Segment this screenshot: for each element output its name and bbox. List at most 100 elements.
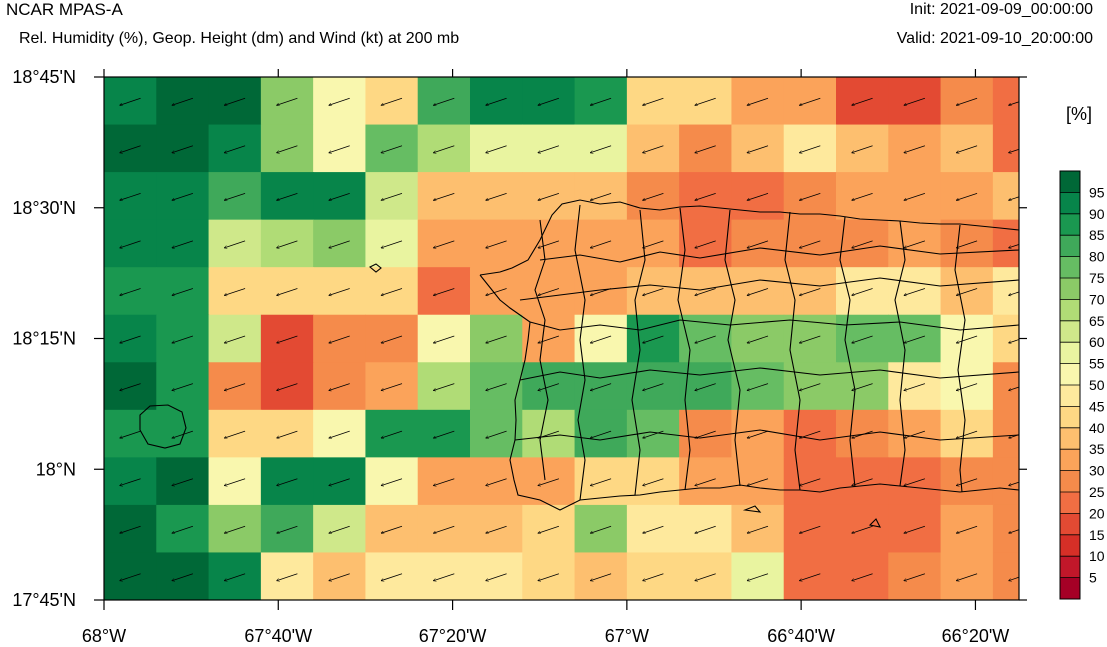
wind-arrow (224, 288, 246, 296)
wind-arrow (329, 145, 350, 153)
wind-arrow (904, 240, 926, 248)
humidity-cell (313, 504, 367, 554)
humidity-cell (783, 457, 837, 506)
wind-arrow (747, 525, 769, 533)
wind-arrow (224, 193, 246, 200)
wind-arrow (590, 525, 612, 533)
wind-arrow (277, 573, 298, 581)
humidity-cell (626, 504, 680, 554)
humidity-cell (156, 172, 210, 221)
wind-arrow (329, 478, 350, 486)
humidity-cell (365, 267, 419, 316)
colorbar-label: 35 (1089, 441, 1105, 457)
wind-arrow (120, 525, 141, 533)
humidity-cell (992, 409, 1019, 458)
wind-arrow (695, 383, 716, 391)
humidity-cell (417, 552, 471, 600)
wind-arrow (538, 145, 560, 153)
humidity-cell (888, 362, 942, 411)
wind-arrow (590, 288, 612, 296)
wind-arrow (433, 193, 455, 200)
humidity-cell (260, 409, 314, 458)
humidity-cell (992, 314, 1019, 363)
humidity-cell (522, 124, 576, 173)
wind-arrow (172, 240, 194, 248)
wind-arrow (120, 145, 141, 153)
humidity-cell (836, 314, 889, 363)
wind-arrow (277, 97, 298, 105)
humidity-cell (313, 172, 367, 221)
wind-arrow (747, 383, 769, 391)
wind-arrow (747, 240, 769, 248)
humidity-cell (940, 552, 994, 600)
humidity-cell (731, 314, 785, 363)
wind-arrow (1009, 434, 1019, 438)
wind-arrow (643, 240, 664, 248)
humidity-cell (417, 409, 471, 458)
y-tick-label: 18°45'N (12, 67, 76, 87)
wind-arrow (486, 335, 507, 343)
humidity-cells (104, 77, 1019, 600)
wind-arrow (277, 240, 298, 248)
wind-arrow (1009, 386, 1019, 391)
wind-arrow (643, 97, 664, 105)
wind-arrow (277, 193, 298, 200)
colorbar-label: 5 (1089, 570, 1097, 586)
humidity-cell (313, 409, 367, 458)
wind-arrow (590, 193, 612, 200)
y-axis: 18°45'N 18°30'N 18°15'N 18°N 17°45'N (12, 67, 1027, 610)
humidity-cell (104, 552, 157, 600)
humidity-cell (365, 314, 419, 363)
y-tick-label: 18°30'N (12, 198, 76, 218)
wind-arrow (433, 240, 455, 248)
humidity-cell (365, 77, 419, 126)
humidity-cell (626, 77, 680, 126)
humidity-cell (626, 124, 680, 173)
wind-arrow (590, 240, 612, 248)
wind-arrow (1009, 101, 1019, 105)
humidity-cell (731, 172, 785, 221)
humidity-cell (731, 457, 785, 506)
wind-arrow (172, 478, 194, 486)
wind-arrow (1009, 196, 1019, 200)
humidity-cell (626, 552, 680, 600)
wind-arrow (956, 288, 978, 296)
wind-arrow (852, 97, 873, 105)
wind-arrow (433, 383, 455, 391)
humidity-cell (156, 77, 210, 126)
wind-arrow (695, 573, 716, 581)
wind-arrow (904, 335, 926, 343)
humidity-cell (574, 314, 628, 363)
wind-arrow (695, 430, 716, 438)
humidity-cell (365, 504, 419, 554)
wind-arrow (904, 145, 926, 153)
colorbar-swatch (1060, 213, 1080, 236)
wind-arrow (172, 383, 194, 391)
wind-arrow (329, 240, 350, 248)
humidity-cell (156, 124, 210, 173)
humidity-cell (470, 314, 523, 363)
colorbar-swatch (1060, 363, 1080, 386)
humidity-cell (679, 504, 733, 554)
colorbar-label: 30 (1089, 463, 1105, 479)
wind-arrow (695, 240, 716, 248)
wind-arrow (799, 525, 821, 533)
wind-arrow (381, 240, 403, 248)
humidity-cell (208, 124, 262, 173)
humidity-cell (522, 172, 576, 221)
humidity-cell (731, 267, 785, 316)
humidity-cell (470, 457, 523, 506)
wind-arrow (799, 288, 821, 296)
humidity-cell (836, 362, 889, 411)
humidity-cell (313, 77, 367, 126)
humidity-cell (365, 457, 419, 506)
humidity-cell (208, 314, 262, 363)
wind-arrow (799, 573, 821, 581)
colorbar-swatch (1060, 342, 1080, 364)
humidity-cell (260, 124, 314, 173)
humidity-cell (783, 77, 837, 126)
humidity-cell (783, 409, 837, 458)
wind-arrow (643, 288, 664, 296)
wind-arrow (486, 478, 507, 486)
colorbar-swatch (1060, 534, 1080, 557)
